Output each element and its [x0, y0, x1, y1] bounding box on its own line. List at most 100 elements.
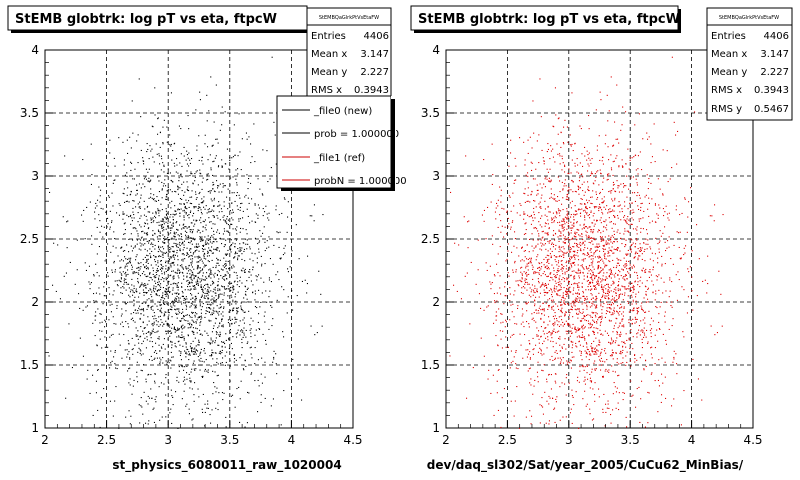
left-point [172, 150, 174, 152]
left-point [103, 388, 105, 390]
left-point [81, 214, 83, 216]
left-point [143, 163, 145, 165]
right-point [554, 198, 556, 200]
right-point [555, 244, 557, 246]
left-point [175, 330, 177, 332]
left-point [230, 282, 232, 284]
right-point [526, 274, 528, 276]
right-point [688, 201, 690, 203]
right-point [571, 301, 573, 303]
right-point [567, 291, 569, 293]
left-point [168, 290, 170, 292]
left-point [192, 274, 194, 276]
left-point [173, 282, 175, 284]
right-point [587, 163, 589, 165]
left-point [174, 331, 176, 333]
right-point [587, 349, 589, 351]
right-point [608, 371, 610, 373]
left-point [200, 315, 202, 317]
right-point [538, 330, 540, 332]
right-point [510, 210, 512, 212]
right-point [610, 314, 612, 316]
left-point [159, 210, 161, 212]
left-point [157, 133, 159, 135]
left-point [218, 250, 220, 252]
right-point [597, 279, 599, 281]
right-point [592, 272, 594, 274]
right-point [553, 289, 555, 291]
left-point [210, 339, 212, 341]
right-point [619, 232, 621, 234]
left-point [190, 277, 192, 279]
right-point [608, 341, 610, 343]
left-point [215, 239, 217, 241]
left-point [207, 235, 209, 237]
left-point [250, 336, 252, 338]
left-point [203, 200, 205, 202]
left-point [216, 249, 218, 251]
left-point [181, 282, 183, 284]
right-point [555, 211, 557, 213]
right-point [574, 205, 576, 207]
right-point [545, 284, 547, 286]
left-point [207, 369, 209, 371]
right-point [529, 382, 531, 384]
right-point [490, 201, 492, 203]
right-point [561, 319, 563, 321]
left-point [188, 241, 190, 243]
left-point [261, 292, 263, 294]
left-point [239, 250, 241, 252]
right-point [548, 268, 550, 270]
left-point [210, 422, 212, 424]
left-point [145, 223, 147, 225]
left-point [201, 408, 203, 410]
right-point [680, 257, 682, 259]
left-point [156, 236, 158, 238]
right-point [513, 245, 515, 247]
left-point [171, 246, 173, 248]
right-point [540, 242, 542, 244]
right-point [612, 331, 614, 333]
left-point [179, 212, 181, 214]
right-point [628, 322, 630, 324]
right-point [624, 246, 626, 248]
left-point [194, 369, 196, 371]
right-point [538, 273, 540, 275]
left-point [212, 266, 214, 268]
left-point [127, 340, 129, 342]
left-point [155, 211, 157, 213]
left-point [148, 242, 150, 244]
left-point [191, 419, 193, 421]
right-point [556, 212, 558, 214]
left-point [172, 276, 174, 278]
left-point [149, 240, 151, 242]
right-point [570, 221, 572, 223]
left-point [91, 243, 93, 245]
left-point [125, 263, 127, 265]
right-point [716, 332, 718, 334]
left-point [267, 217, 269, 219]
right-point [625, 253, 627, 255]
left-point [92, 322, 94, 324]
right-point [643, 242, 645, 244]
left-point [189, 231, 191, 233]
left-point [153, 407, 155, 409]
right-point [514, 290, 516, 292]
right-point [597, 231, 599, 233]
left-point [223, 278, 225, 280]
left-point [98, 186, 100, 188]
left-point [148, 320, 150, 322]
right-point [485, 262, 487, 264]
left-point [183, 315, 185, 317]
right-point [602, 295, 604, 297]
left-point [191, 281, 193, 283]
left-point [245, 132, 247, 134]
left-point [142, 308, 144, 310]
left-point [260, 401, 262, 403]
left-point [214, 352, 216, 354]
right-point [510, 336, 512, 338]
left-point [152, 246, 154, 248]
left-point [171, 301, 173, 303]
left-point [184, 326, 186, 328]
left-point [257, 243, 259, 245]
